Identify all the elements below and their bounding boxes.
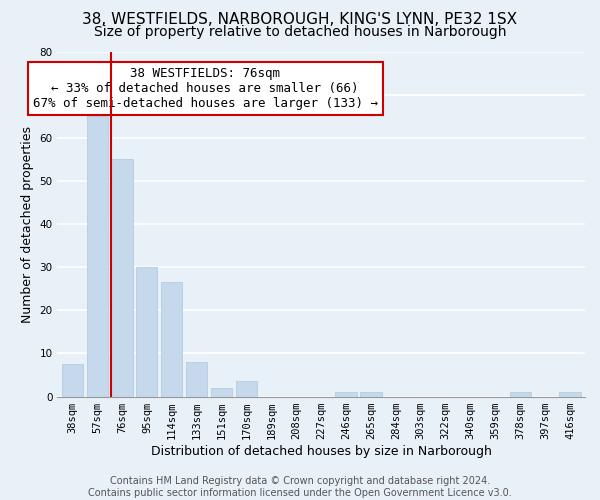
Bar (161, 282, 182, 397)
Text: Contains HM Land Registry data © Crown copyright and database right 2024.
Contai: Contains HM Land Registry data © Crown c… (88, 476, 512, 498)
Bar (112, 160, 133, 396)
Text: Size of property relative to detached houses in Narborough: Size of property relative to detached ho… (94, 25, 506, 39)
Text: 38, WESTFIELDS, NARBOROUGH, KING'S LYNN, PE32 1SX: 38, WESTFIELDS, NARBOROUGH, KING'S LYNN,… (82, 12, 518, 28)
Bar (62, 364, 83, 396)
Bar (335, 392, 356, 396)
Bar (510, 392, 531, 396)
Bar (559, 392, 581, 396)
Y-axis label: Number of detached properties: Number of detached properties (21, 126, 34, 322)
Text: 38 WESTFIELDS: 76sqm
← 33% of detached houses are smaller (66)
67% of semi-detac: 38 WESTFIELDS: 76sqm ← 33% of detached h… (32, 67, 377, 110)
Bar (86, 116, 108, 396)
Bar (236, 382, 257, 396)
Bar (211, 388, 232, 396)
Bar (186, 362, 207, 396)
Bar (136, 267, 157, 396)
Bar (361, 392, 382, 396)
X-axis label: Distribution of detached houses by size in Narborough: Distribution of detached houses by size … (151, 444, 491, 458)
